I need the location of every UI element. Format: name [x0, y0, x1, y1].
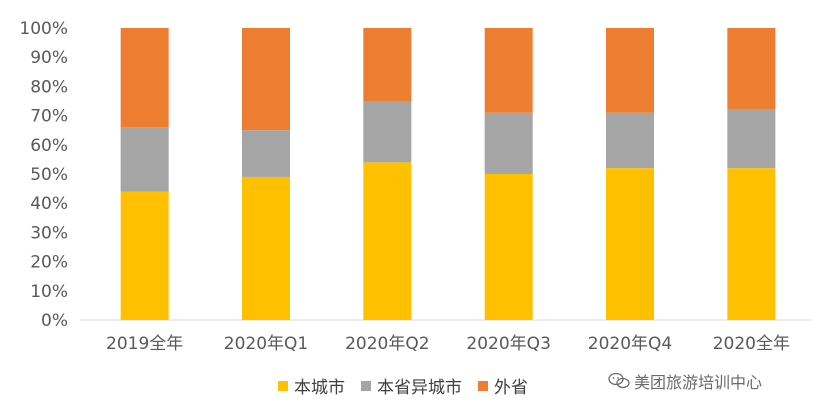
- bar-segment-series-1-cat-2: [363, 101, 412, 163]
- bar-segment-series-0-cat-2: [363, 162, 412, 320]
- bar-segment-series-0-cat-4: [606, 168, 654, 320]
- x-category-label: 2020年Q3: [466, 334, 550, 354]
- legend-item-other-city-same-province: 本省异城市: [361, 373, 462, 398]
- legend-swatch: [361, 380, 371, 391]
- y-tick-label: 70%: [30, 107, 68, 127]
- x-category-label: 2020年Q4: [588, 334, 672, 354]
- legend: 本城市 本省异城市 外省: [278, 373, 528, 398]
- y-tick-label: 80%: [30, 77, 68, 97]
- y-tick-label: 60%: [30, 136, 68, 156]
- bar-segment-series-2-cat-5: [727, 28, 776, 110]
- bars-group: [120, 28, 776, 320]
- bar-segment-series-2-cat-3: [484, 28, 533, 113]
- y-tick-label: 40%: [30, 194, 68, 214]
- legend-item-local-city: 本城市: [278, 373, 345, 398]
- legend-swatch: [478, 380, 488, 391]
- bar-segment-series-1-cat-4: [606, 112, 654, 169]
- watermark: 美团旅游培训中心: [608, 369, 762, 393]
- y-tick-label: 30%: [30, 223, 68, 243]
- legend-label: 本省异城市: [377, 378, 462, 398]
- y-tick-label: 0%: [41, 311, 68, 331]
- legend-label: 本城市: [294, 378, 345, 398]
- y-tick-label: 20%: [30, 253, 68, 273]
- bar-segment-series-0-cat-0: [120, 191, 169, 320]
- bar-segment-series-2-cat-1: [242, 28, 290, 131]
- bar-segment-series-1-cat-0: [120, 127, 169, 192]
- wechat-icon: [608, 372, 630, 389]
- y-tick-label: 50%: [30, 165, 68, 185]
- y-tick-label: 10%: [30, 282, 68, 302]
- bar-segment-series-2-cat-4: [606, 28, 654, 113]
- x-axis-categories: 2019全年 2020年Q1 2020年Q2 2020年Q3 2020年Q4 2020全年: [106, 334, 790, 354]
- bar-segment-series-2-cat-2: [363, 28, 412, 101]
- legend-swatch: [278, 380, 288, 391]
- bar-segment-series-2-cat-0: [120, 28, 169, 128]
- bar-segment-series-1-cat-1: [242, 130, 290, 177]
- legend-item-other-province: 外省: [478, 373, 528, 398]
- y-tick-label: 90%: [30, 48, 68, 68]
- watermark-text: 美团旅游培训中心: [634, 373, 763, 392]
- bar-segment-series-1-cat-3: [484, 112, 533, 174]
- legend-label: 外省: [494, 378, 528, 398]
- x-category-label: 2020年Q2: [345, 334, 429, 354]
- y-tick-label: 100%: [19, 19, 68, 39]
- bar-segment-series-1-cat-5: [727, 109, 776, 169]
- bar-segment-series-0-cat-1: [242, 176, 290, 320]
- x-category-label: 2019全年: [106, 334, 183, 354]
- x-category-label: 2020年Q1: [224, 334, 308, 354]
- bar-segment-series-0-cat-5: [727, 168, 776, 320]
- bar-segment-series-0-cat-3: [484, 174, 533, 320]
- x-category-label: 2020全年: [713, 334, 790, 354]
- y-axis-ticks: 0% 10% 20% 30% 40% 50% 60% 70% 80% 90% 100%: [19, 19, 68, 331]
